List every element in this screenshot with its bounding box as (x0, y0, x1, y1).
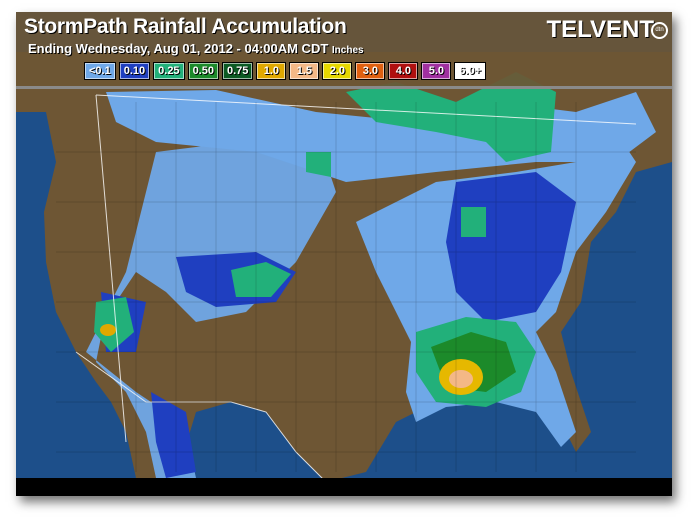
map-title: StormPath Rainfall Accumulation (24, 15, 347, 38)
rain-green-west (94, 152, 486, 352)
map-header: StormPath Rainfall Accumulation Ending W… (16, 12, 672, 86)
rain-green-canada (346, 72, 556, 162)
legend-swatch: <0.1 (84, 62, 116, 80)
legend-swatch: 6.0+ (454, 62, 487, 80)
units-label: Inches (331, 45, 364, 56)
rain-heavy-georgia-core (449, 370, 473, 388)
legend-swatch: 5.0 (421, 62, 452, 80)
state-borders (75, 94, 637, 483)
legend-swatch: 3.0 (355, 62, 386, 80)
rainfall-map (16, 12, 672, 496)
valid-time: Ending Wednesday, Aug 01, 2012 - 04:00AM… (28, 41, 329, 56)
telvent-logo: TELVENT (546, 16, 654, 43)
legend-swatch: 0.50 (187, 62, 219, 80)
map-subtitle: Ending Wednesday, Aug 01, 2012 - 04:00AM… (28, 41, 364, 56)
bottom-bar (16, 478, 672, 496)
legend-swatch: 1.0 (256, 62, 287, 80)
county-borders (56, 102, 636, 472)
rainfall-map-frame: StormPath Rainfall Accumulation Ending W… (16, 12, 672, 496)
legend-swatch: 0.25 (153, 62, 185, 80)
rain-heavy-arizona (100, 324, 116, 336)
legend-swatch: 4.0 (388, 62, 419, 80)
legend-swatch: 0.10 (118, 62, 151, 80)
header-divider (16, 86, 672, 89)
legend-swatch: 1.5 (289, 62, 320, 80)
rain-light (86, 132, 336, 478)
color-legend: <0.1 0.10 0.25 0.50 0.75 1.0 1.5 2.0 3.0 4.0 5.0 6.… (84, 62, 487, 80)
legend-swatch: 0.75 (221, 62, 254, 80)
dtn-logo-badge: dtn (651, 22, 668, 39)
legend-swatch: 2.0 (322, 62, 353, 80)
